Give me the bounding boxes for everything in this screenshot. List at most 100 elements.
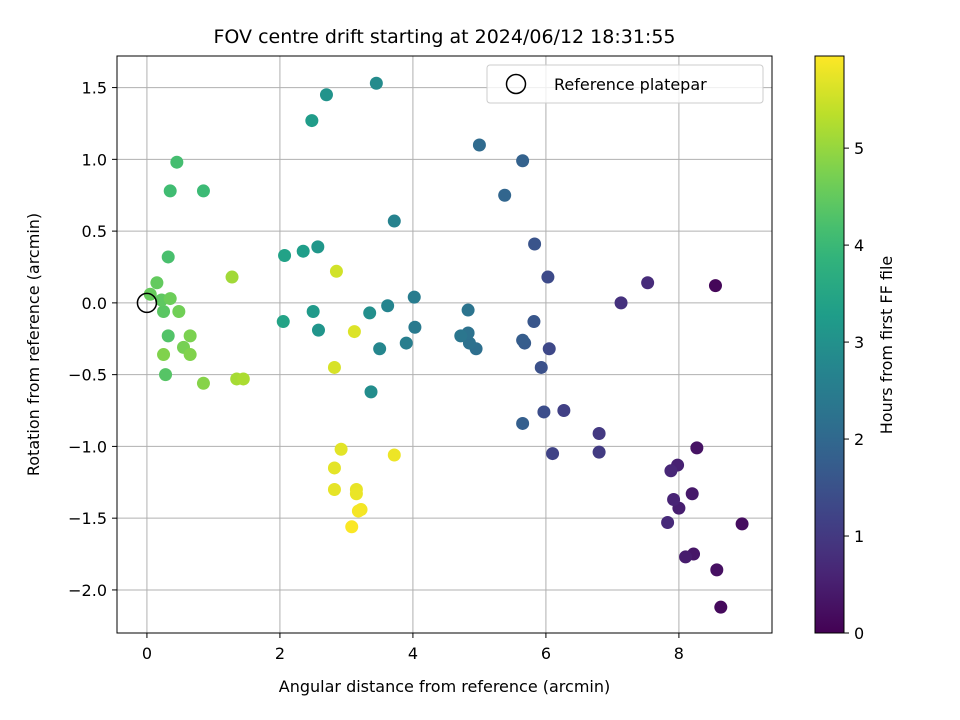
data-point	[327, 461, 341, 475]
colorbar-ticks: 0 1 2 3 4 5	[844, 139, 864, 643]
data-point	[690, 441, 704, 455]
data-point	[557, 404, 571, 418]
data-point	[679, 550, 693, 564]
data-point	[161, 250, 175, 264]
data-point	[614, 296, 628, 310]
y-tick-label: 1.5	[82, 79, 107, 98]
data-point	[542, 342, 556, 356]
data-point	[345, 520, 359, 534]
data-point	[387, 214, 401, 228]
y-tick-label: −1.0	[68, 437, 107, 456]
data-point	[527, 315, 541, 329]
data-point	[351, 504, 365, 518]
data-point	[150, 276, 164, 290]
x-tick-label: 2	[275, 644, 285, 663]
data-point	[516, 333, 530, 347]
y-tick-label: 1.0	[82, 150, 107, 169]
data-point	[349, 487, 363, 501]
data-point	[334, 442, 348, 456]
data-point	[329, 264, 343, 278]
colorbar-gradient	[814, 55, 845, 634]
data-point	[735, 517, 749, 531]
data-point	[462, 336, 476, 350]
data-point	[373, 342, 387, 356]
data-point	[296, 244, 310, 258]
colorbar-tick-label: 3	[854, 333, 864, 352]
data-point	[714, 600, 728, 614]
colorbar-label: Hours from first FF file	[877, 256, 896, 435]
data-point	[516, 416, 530, 430]
data-point	[664, 464, 678, 478]
colorbar-tick-label: 1	[854, 527, 864, 546]
data-point	[183, 329, 197, 343]
x-tick-label: 6	[541, 644, 551, 663]
data-point	[685, 487, 699, 501]
data-point	[381, 299, 395, 313]
data-point	[408, 320, 422, 334]
data-point	[327, 482, 341, 496]
data-point	[161, 329, 175, 343]
data-point	[592, 426, 606, 440]
data-point	[327, 360, 341, 374]
scatter-points	[143, 76, 749, 614]
data-point	[170, 155, 184, 169]
data-point	[196, 376, 210, 390]
y-tick-label: −2.0	[68, 581, 107, 600]
grid	[117, 56, 772, 633]
data-point	[157, 348, 171, 362]
data-point	[399, 336, 413, 350]
reference-marker	[136, 292, 158, 314]
data-point	[369, 76, 383, 90]
data-point	[319, 88, 333, 102]
data-point	[667, 493, 681, 507]
data-point	[546, 447, 560, 461]
x-axis: 0 2 4 6 8	[142, 633, 684, 663]
data-point	[306, 304, 320, 318]
data-point	[710, 563, 724, 577]
colorbar-tick-label: 2	[854, 430, 864, 449]
data-point	[311, 323, 325, 337]
data-point	[528, 237, 542, 251]
data-point	[183, 348, 197, 362]
data-point	[472, 138, 486, 152]
data-point	[305, 114, 319, 128]
y-axis-label: Rotation from reference (arcmin)	[24, 213, 43, 476]
colorbar-tick-label: 0	[854, 624, 864, 643]
data-point	[461, 303, 475, 317]
data-point	[236, 372, 250, 386]
y-tick-label: 0.0	[82, 294, 107, 313]
x-tick-label: 8	[674, 644, 684, 663]
y-tick-label: −1.5	[68, 509, 107, 528]
data-point	[364, 385, 378, 399]
data-point	[276, 315, 290, 329]
data-point	[311, 240, 325, 254]
colorbar: 0 1 2 3 4 5 Hours from first FF file	[814, 55, 896, 643]
data-point	[163, 184, 177, 198]
data-point	[157, 304, 171, 318]
data-point	[225, 270, 239, 284]
data-point	[196, 184, 210, 198]
data-point	[592, 445, 606, 459]
data-point	[661, 515, 675, 529]
legend: Reference platepar	[486, 64, 764, 104]
colorbar-tick-label: 5	[854, 139, 864, 158]
y-tick-label: 0.5	[82, 222, 107, 241]
data-point	[159, 368, 173, 382]
x-tick-label: 0	[142, 644, 152, 663]
legend-label: Reference platepar	[554, 75, 707, 94]
data-point	[387, 448, 401, 462]
data-point	[541, 270, 555, 284]
data-point	[534, 360, 548, 374]
data-point	[407, 290, 421, 304]
data-point	[163, 292, 177, 306]
y-tick-label: −0.5	[68, 366, 107, 385]
x-tick-label: 4	[408, 644, 418, 663]
data-point	[537, 405, 551, 419]
plot-frame	[116, 55, 773, 634]
data-point	[278, 249, 292, 263]
colorbar-tick-label: 4	[854, 236, 864, 255]
data-point	[363, 306, 377, 320]
legend-marker	[505, 73, 527, 95]
data-point	[708, 279, 722, 293]
